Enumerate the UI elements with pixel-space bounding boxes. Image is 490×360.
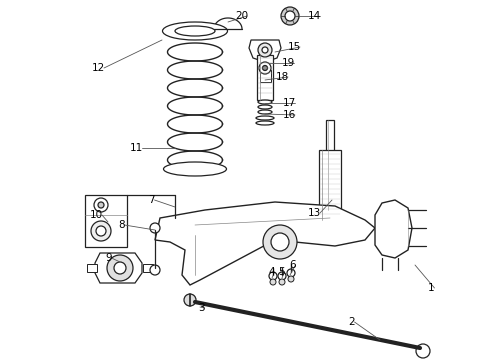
Bar bbox=[319, 220, 341, 227]
Text: 7: 7 bbox=[148, 195, 155, 205]
Polygon shape bbox=[155, 202, 375, 285]
Circle shape bbox=[263, 225, 297, 259]
Text: 17: 17 bbox=[283, 98, 296, 108]
Text: 3: 3 bbox=[198, 303, 205, 313]
Ellipse shape bbox=[258, 105, 272, 109]
Polygon shape bbox=[95, 253, 142, 283]
Text: 6: 6 bbox=[289, 260, 295, 270]
Text: 11: 11 bbox=[130, 143, 143, 153]
Circle shape bbox=[262, 47, 268, 53]
Circle shape bbox=[258, 43, 272, 57]
Text: 2: 2 bbox=[348, 317, 355, 327]
Circle shape bbox=[98, 202, 104, 208]
Circle shape bbox=[114, 262, 126, 274]
Text: 12: 12 bbox=[92, 63, 105, 73]
Ellipse shape bbox=[256, 116, 274, 120]
Circle shape bbox=[96, 226, 106, 236]
Circle shape bbox=[91, 221, 111, 241]
Text: 1: 1 bbox=[428, 283, 435, 293]
Bar bbox=[326, 120, 334, 210]
Text: 4: 4 bbox=[268, 267, 274, 277]
Bar bbox=[85, 195, 127, 247]
Bar bbox=[260, 70, 271, 82]
Text: 10: 10 bbox=[90, 210, 103, 220]
Polygon shape bbox=[214, 18, 242, 29]
Text: 5: 5 bbox=[278, 267, 285, 277]
Ellipse shape bbox=[163, 22, 227, 40]
Ellipse shape bbox=[258, 100, 272, 104]
Circle shape bbox=[416, 344, 430, 358]
Circle shape bbox=[259, 62, 271, 74]
Text: 8: 8 bbox=[118, 220, 124, 230]
Ellipse shape bbox=[258, 110, 272, 114]
Bar bbox=[143, 264, 153, 272]
Circle shape bbox=[288, 276, 294, 282]
Circle shape bbox=[107, 255, 133, 281]
Bar bbox=[319, 150, 341, 220]
Circle shape bbox=[279, 279, 285, 285]
Text: 20: 20 bbox=[235, 11, 248, 21]
Circle shape bbox=[150, 223, 160, 233]
Circle shape bbox=[263, 66, 268, 71]
Bar bbox=[87, 264, 97, 272]
Ellipse shape bbox=[164, 162, 226, 176]
Circle shape bbox=[271, 233, 289, 251]
Bar bbox=[257, 55, 273, 100]
Circle shape bbox=[281, 7, 299, 25]
Text: 16: 16 bbox=[283, 110, 296, 120]
Circle shape bbox=[150, 265, 160, 275]
Circle shape bbox=[94, 198, 108, 212]
Circle shape bbox=[270, 279, 276, 285]
Circle shape bbox=[184, 294, 196, 306]
Circle shape bbox=[287, 269, 295, 277]
Circle shape bbox=[269, 272, 277, 280]
Text: 14: 14 bbox=[308, 11, 321, 21]
Text: 13: 13 bbox=[308, 208, 321, 218]
Polygon shape bbox=[249, 40, 281, 62]
Ellipse shape bbox=[256, 121, 274, 125]
Text: 19: 19 bbox=[282, 58, 295, 68]
Circle shape bbox=[278, 272, 286, 280]
Text: 15: 15 bbox=[288, 42, 301, 52]
Text: 18: 18 bbox=[276, 72, 289, 82]
Ellipse shape bbox=[175, 26, 215, 36]
Polygon shape bbox=[375, 200, 412, 258]
Text: 9: 9 bbox=[105, 253, 112, 263]
Circle shape bbox=[285, 11, 295, 21]
